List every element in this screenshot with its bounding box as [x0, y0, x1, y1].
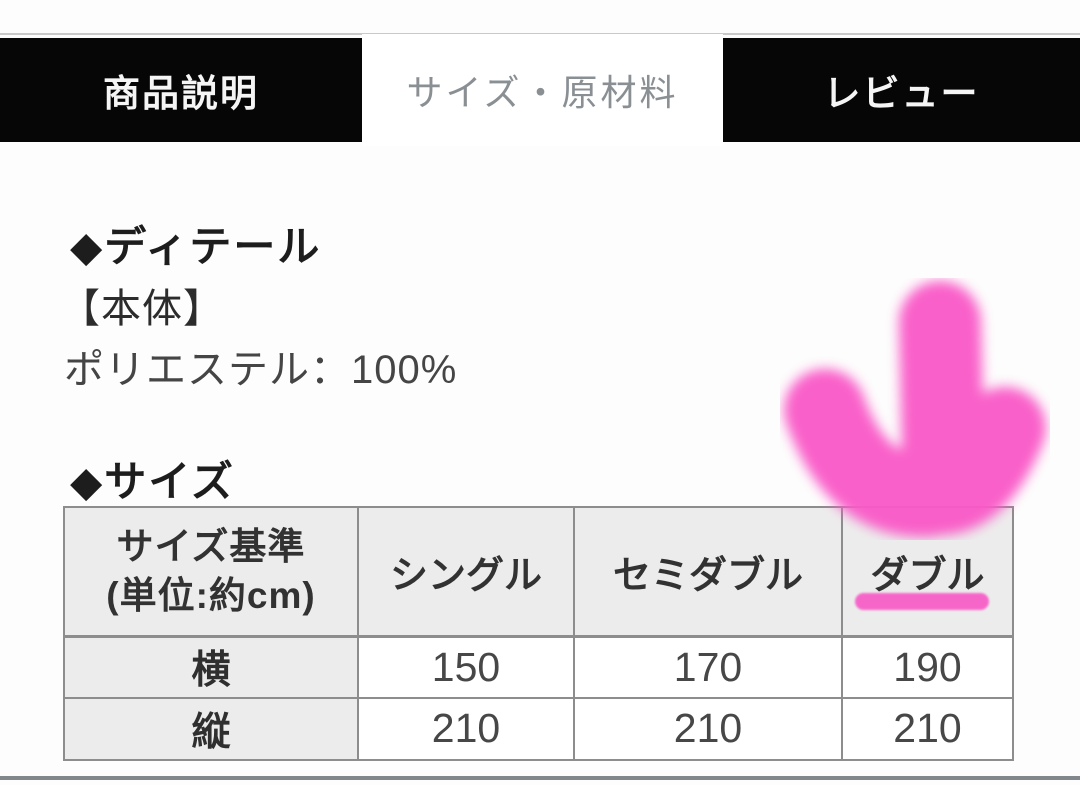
cell-height-single: 210 — [357, 696, 575, 761]
column-header-semi-double: セミダブル — [573, 506, 843, 638]
cell-width-double: 190 — [841, 635, 1014, 699]
column-header-double: ダブル — [841, 506, 1014, 638]
tab-size-materials[interactable]: サイズ・原材料 — [362, 34, 723, 146]
size-heading: ◆サイズ — [70, 458, 236, 505]
pink-down-arrow-annotation — [784, 281, 1046, 538]
material-text: ポリエステル：100% — [64, 348, 458, 392]
column-header-single: シングル — [357, 506, 575, 638]
row-label-width: 横 — [63, 635, 359, 699]
tab-size-materials-label: サイズ・原材料 — [406, 72, 679, 113]
bottom-section-divider — [0, 776, 1080, 780]
cell-height-double: 210 — [841, 696, 1014, 761]
row-label-height: 縦 — [63, 696, 359, 761]
corner-header-line1: サイズ基準 — [116, 525, 306, 567]
size-table: サイズ基準 (単位:約cm) シングル セミダブル ダブル 横 150 170 … — [63, 506, 1014, 761]
tab-product-description-label: 商品説明 — [103, 73, 259, 114]
corner-header-line2: (単位:約cm) — [106, 574, 316, 616]
cell-height-semi-double: 210 — [573, 696, 843, 761]
detail-heading: ◆ディテール — [70, 223, 322, 270]
cell-width-semi-double: 170 — [573, 635, 843, 699]
cell-width-single: 150 — [357, 635, 575, 699]
tab-reviews[interactable]: レビュー — [723, 38, 1080, 142]
tab-reviews-label: レビュー — [823, 73, 980, 114]
table-row-height: 縦 210 210 210 — [63, 696, 1014, 761]
body-section-label: 【本体】 — [60, 287, 224, 331]
table-row-width: 横 150 170 190 — [63, 635, 1014, 699]
size-table-header-row: サイズ基準 (単位:約cm) シングル セミダブル ダブル — [63, 506, 1014, 638]
size-table-corner-header: サイズ基準 (単位:約cm) — [63, 506, 359, 638]
tab-product-description[interactable]: 商品説明 — [0, 38, 362, 142]
